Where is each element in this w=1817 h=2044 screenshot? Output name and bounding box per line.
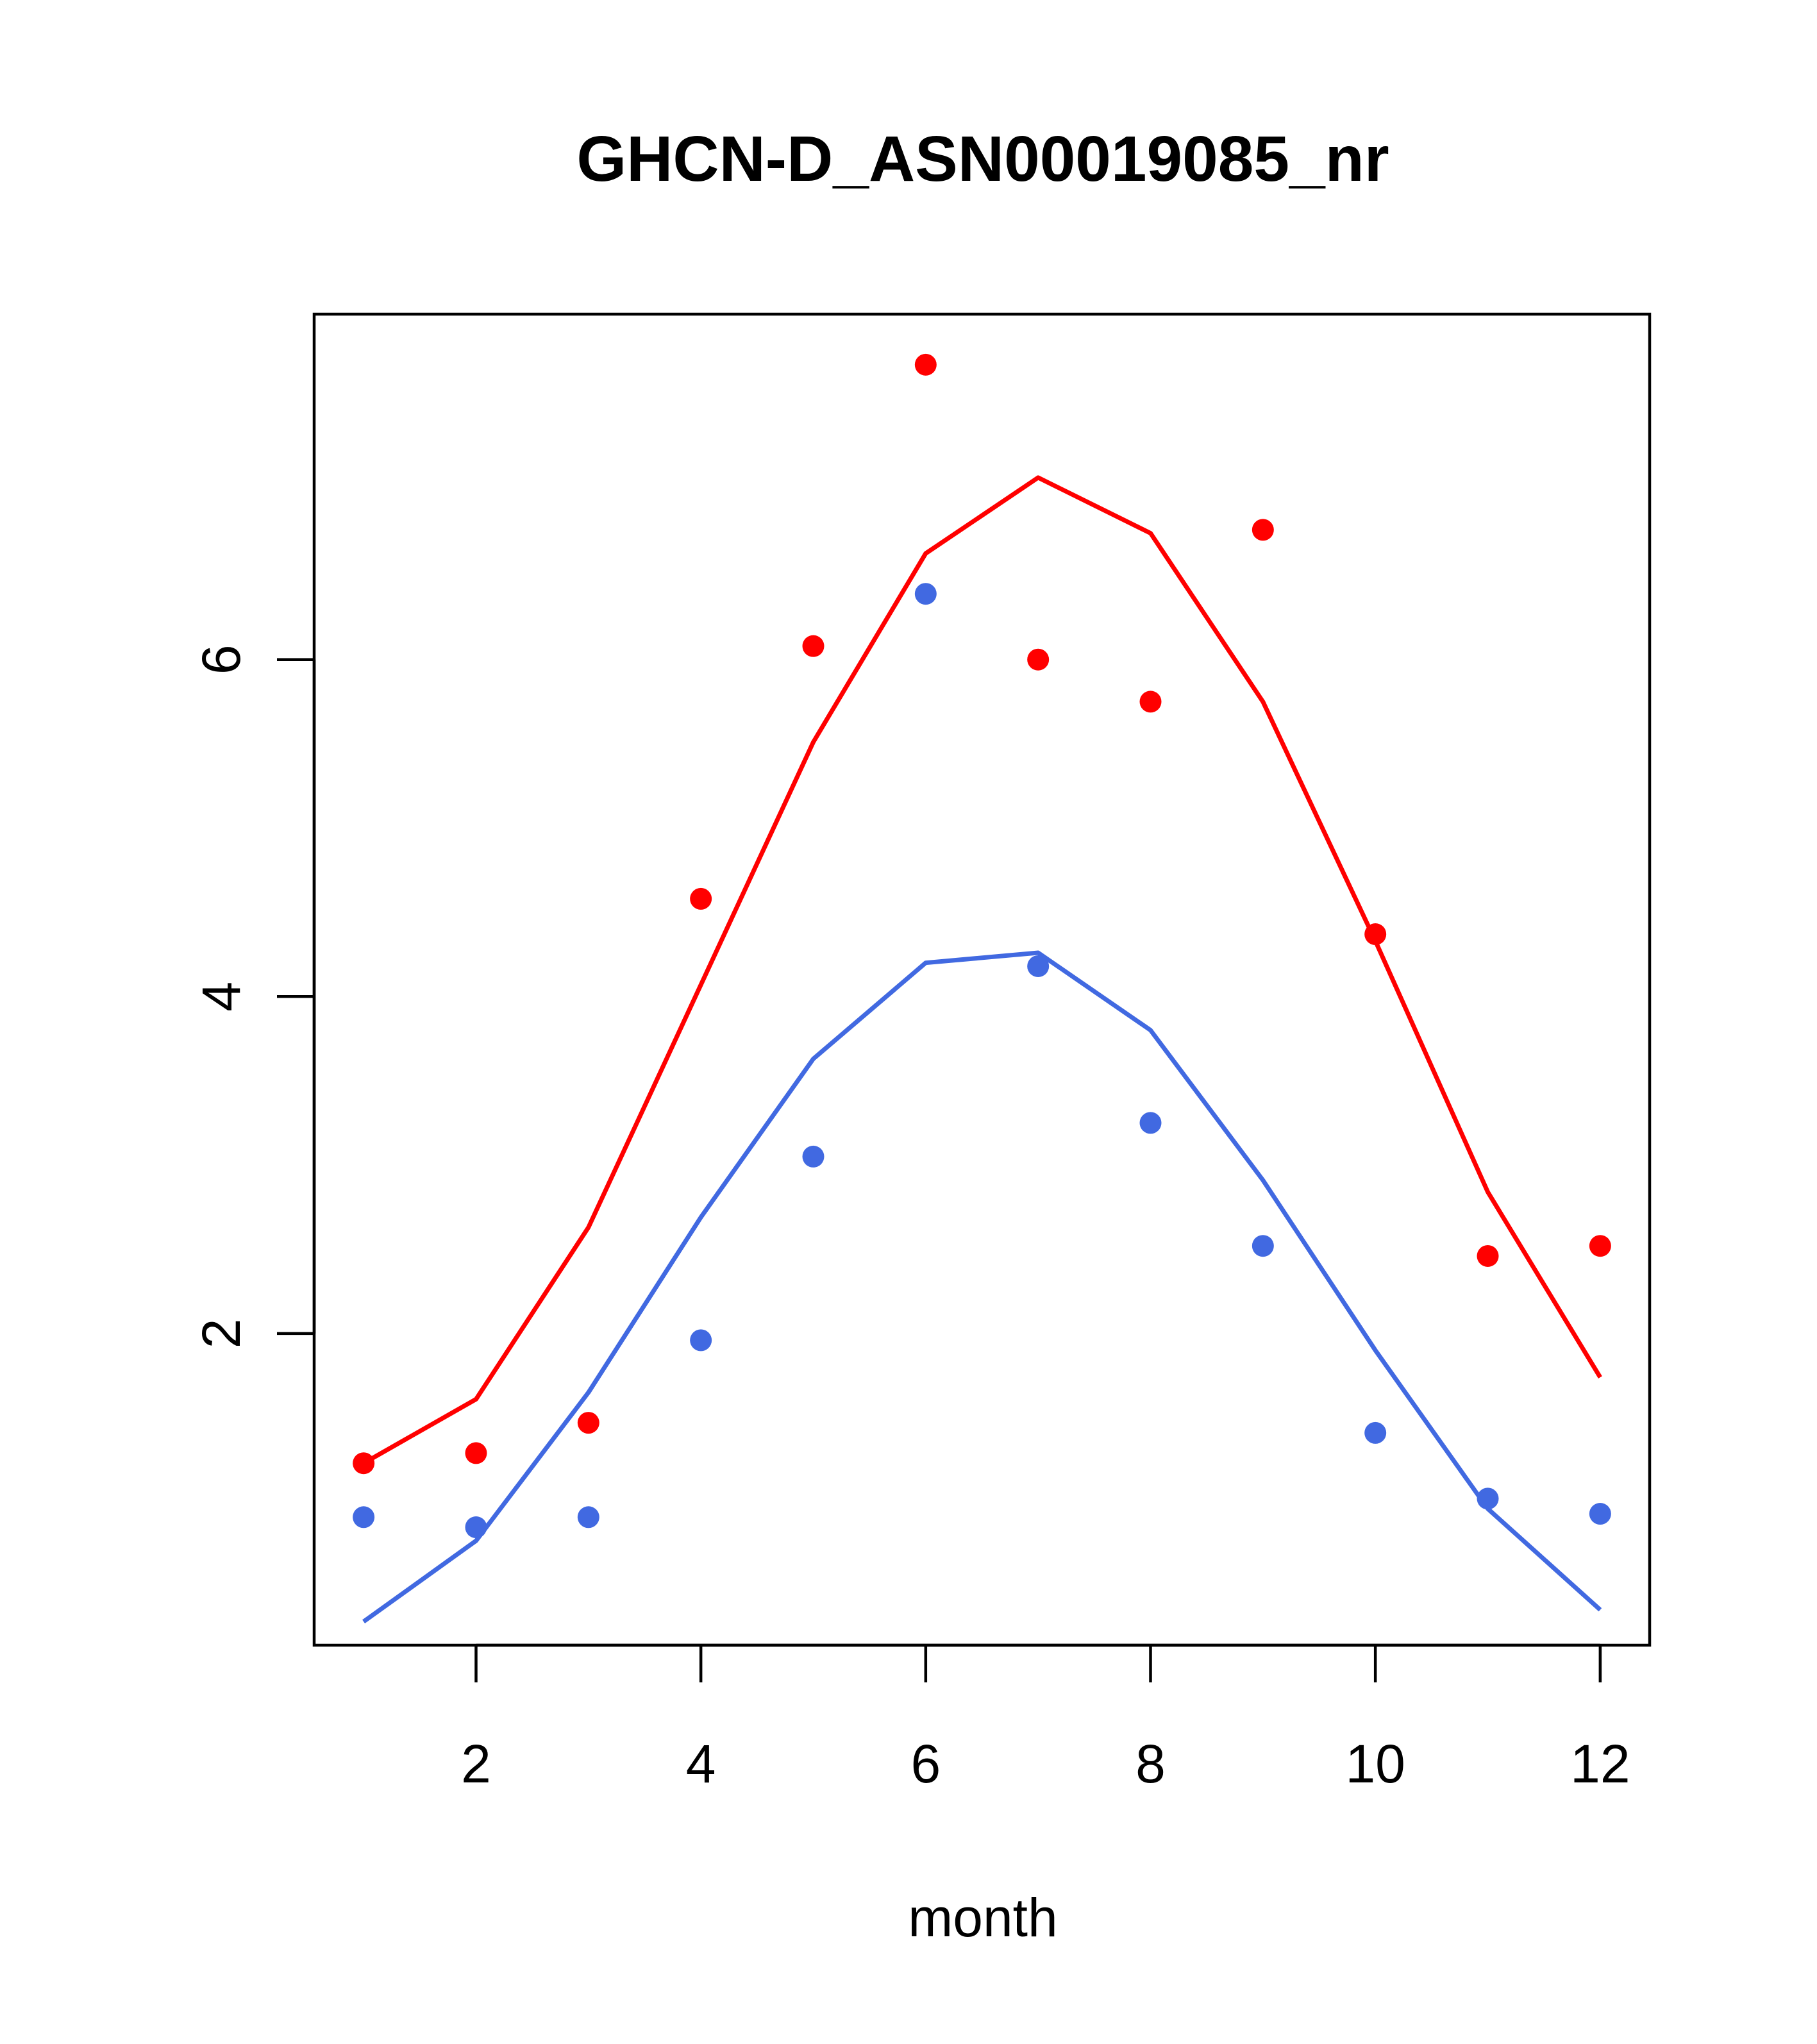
series-line <box>362 950 1602 1624</box>
x-tick-label: 12 <box>1570 1734 1630 1794</box>
y-axis: 2 4 6 <box>191 644 316 1348</box>
series-point <box>465 1516 487 1539</box>
series-point <box>1589 1235 1611 1257</box>
chart-title: GHCN-D_ASN00019085_nr <box>576 123 1389 195</box>
x-tick-label: 4 <box>686 1734 716 1794</box>
series-point <box>1027 955 1050 977</box>
x-tick-label: 10 <box>1345 1734 1405 1794</box>
series-point <box>690 1329 712 1352</box>
x-tick-label: 6 <box>910 1734 941 1794</box>
series-point <box>1139 691 1162 713</box>
x-tick-label: 2 <box>461 1734 491 1794</box>
x-axis-label: month <box>908 1888 1057 1948</box>
y-tick-label: 6 <box>191 644 251 674</box>
x-axis: 2 4 6 8 10 12 <box>461 1643 1630 1794</box>
series-point <box>690 887 712 910</box>
series-point <box>1477 1487 1499 1510</box>
series-point <box>1364 923 1387 946</box>
series-point <box>1027 648 1050 671</box>
series-point <box>353 1506 375 1529</box>
series-point <box>577 1412 599 1434</box>
series-point <box>914 353 937 376</box>
x-tick-label: 8 <box>1135 1734 1166 1794</box>
series-point <box>1364 1421 1387 1444</box>
series-1 <box>353 583 1611 1624</box>
series-point <box>1589 1503 1611 1525</box>
series-point <box>353 1452 375 1475</box>
series-point <box>1252 1235 1274 1257</box>
series-line <box>362 475 1602 1466</box>
series-point <box>1252 519 1274 541</box>
series-point <box>802 1145 825 1168</box>
series-layer <box>353 353 1611 1624</box>
series-point <box>802 635 825 657</box>
series-point <box>1139 1112 1162 1134</box>
series-0 <box>353 353 1611 1475</box>
y-tick-label: 4 <box>191 982 251 1012</box>
series-point <box>577 1506 599 1529</box>
series-point <box>914 583 937 605</box>
y-tick-label: 2 <box>191 1318 251 1348</box>
series-point <box>1477 1244 1499 1267</box>
series-point <box>465 1442 487 1464</box>
